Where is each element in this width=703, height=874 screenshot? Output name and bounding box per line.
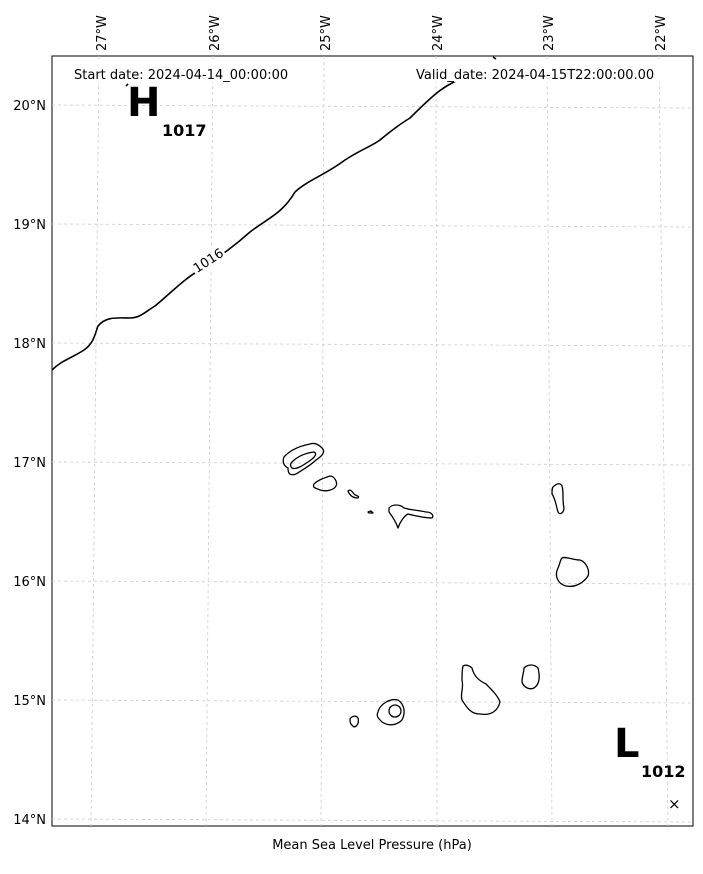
isobar-1016	[51, 79, 459, 371]
isobar-fragment	[492, 56, 497, 60]
island-sal	[551, 483, 565, 515]
low-center-marker: ×	[668, 795, 681, 813]
valid-date-label: Valid_date: 2024-04-15T22:00:00.00	[416, 68, 654, 83]
gridline-lat-20	[51, 104, 694, 109]
map-caption: Mean Sea Level Pressure (hPa)	[272, 838, 472, 853]
lon-label-27: 27°W	[95, 15, 110, 51]
isobar-label-background	[187, 241, 229, 279]
island-sao-nicolau	[388, 504, 434, 529]
islands	[282, 442, 590, 728]
gridline-lon-24	[435, 55, 438, 827]
lon-label-24: 24°W	[431, 15, 446, 51]
lat-label-20: 20°N	[13, 99, 46, 114]
lon-tick-labels: 27°W 26°W 25°W 24°W 23°W 22°W	[95, 15, 669, 51]
island-santo-antao-peak	[289, 451, 317, 470]
gridline-lat-16	[51, 580, 694, 585]
lat-label-16: 16°N	[13, 575, 46, 590]
valid-date-backdrop	[412, 62, 674, 82]
island-fogo	[376, 698, 405, 726]
lon-label-22: 22°W	[654, 15, 669, 51]
gridline-lon-23	[546, 55, 553, 827]
gridline-lon-25	[320, 55, 325, 827]
island-maio	[521, 664, 540, 690]
island-santiago	[460, 664, 501, 716]
lon-label-25: 25°W	[319, 15, 334, 51]
island-boa-vista	[555, 556, 590, 588]
gridline-lon-26	[205, 55, 214, 827]
lat-label-15: 15°N	[13, 694, 46, 709]
island-brava	[349, 715, 360, 728]
lat-label-19: 19°N	[13, 218, 46, 233]
island-fogo-volcano	[388, 704, 402, 718]
map-frame	[51, 55, 694, 827]
island-raso	[367, 510, 374, 514]
lat-tick-labels: 20°N 19°N 18°N 17°N 16°N 15°N 14°N	[13, 99, 46, 828]
island-santo-antao	[282, 442, 325, 476]
isobar-fragment	[125, 83, 129, 87]
gridline-lat-17	[51, 461, 694, 466]
gridline-lat-14	[51, 818, 694, 823]
lat-label-18: 18°N	[13, 337, 46, 352]
lon-label-23: 23°W	[542, 15, 557, 51]
lat-label-14: 14°N	[13, 813, 46, 828]
gridline-lat-18	[51, 342, 694, 347]
island-santa-luzia	[347, 489, 360, 499]
lat-label-17: 17°N	[13, 456, 46, 471]
start-date-backdrop	[70, 62, 310, 82]
low-center-letter: L	[614, 721, 640, 767]
high-center-value: 1017	[162, 121, 207, 140]
gridline-lat-19	[51, 223, 694, 228]
low-center-value: 1012	[641, 762, 686, 781]
lon-label-26: 26°W	[208, 15, 223, 51]
gridline-lat-15	[51, 699, 694, 704]
graticule	[51, 55, 694, 827]
start-date-label: Start date: 2024-04-14_00:00:00	[74, 68, 288, 83]
gridline-lon-27	[90, 55, 100, 827]
high-center-letter: H	[127, 80, 160, 126]
island-sao-vicente	[312, 475, 338, 492]
gridline-lon-22	[658, 55, 669, 827]
